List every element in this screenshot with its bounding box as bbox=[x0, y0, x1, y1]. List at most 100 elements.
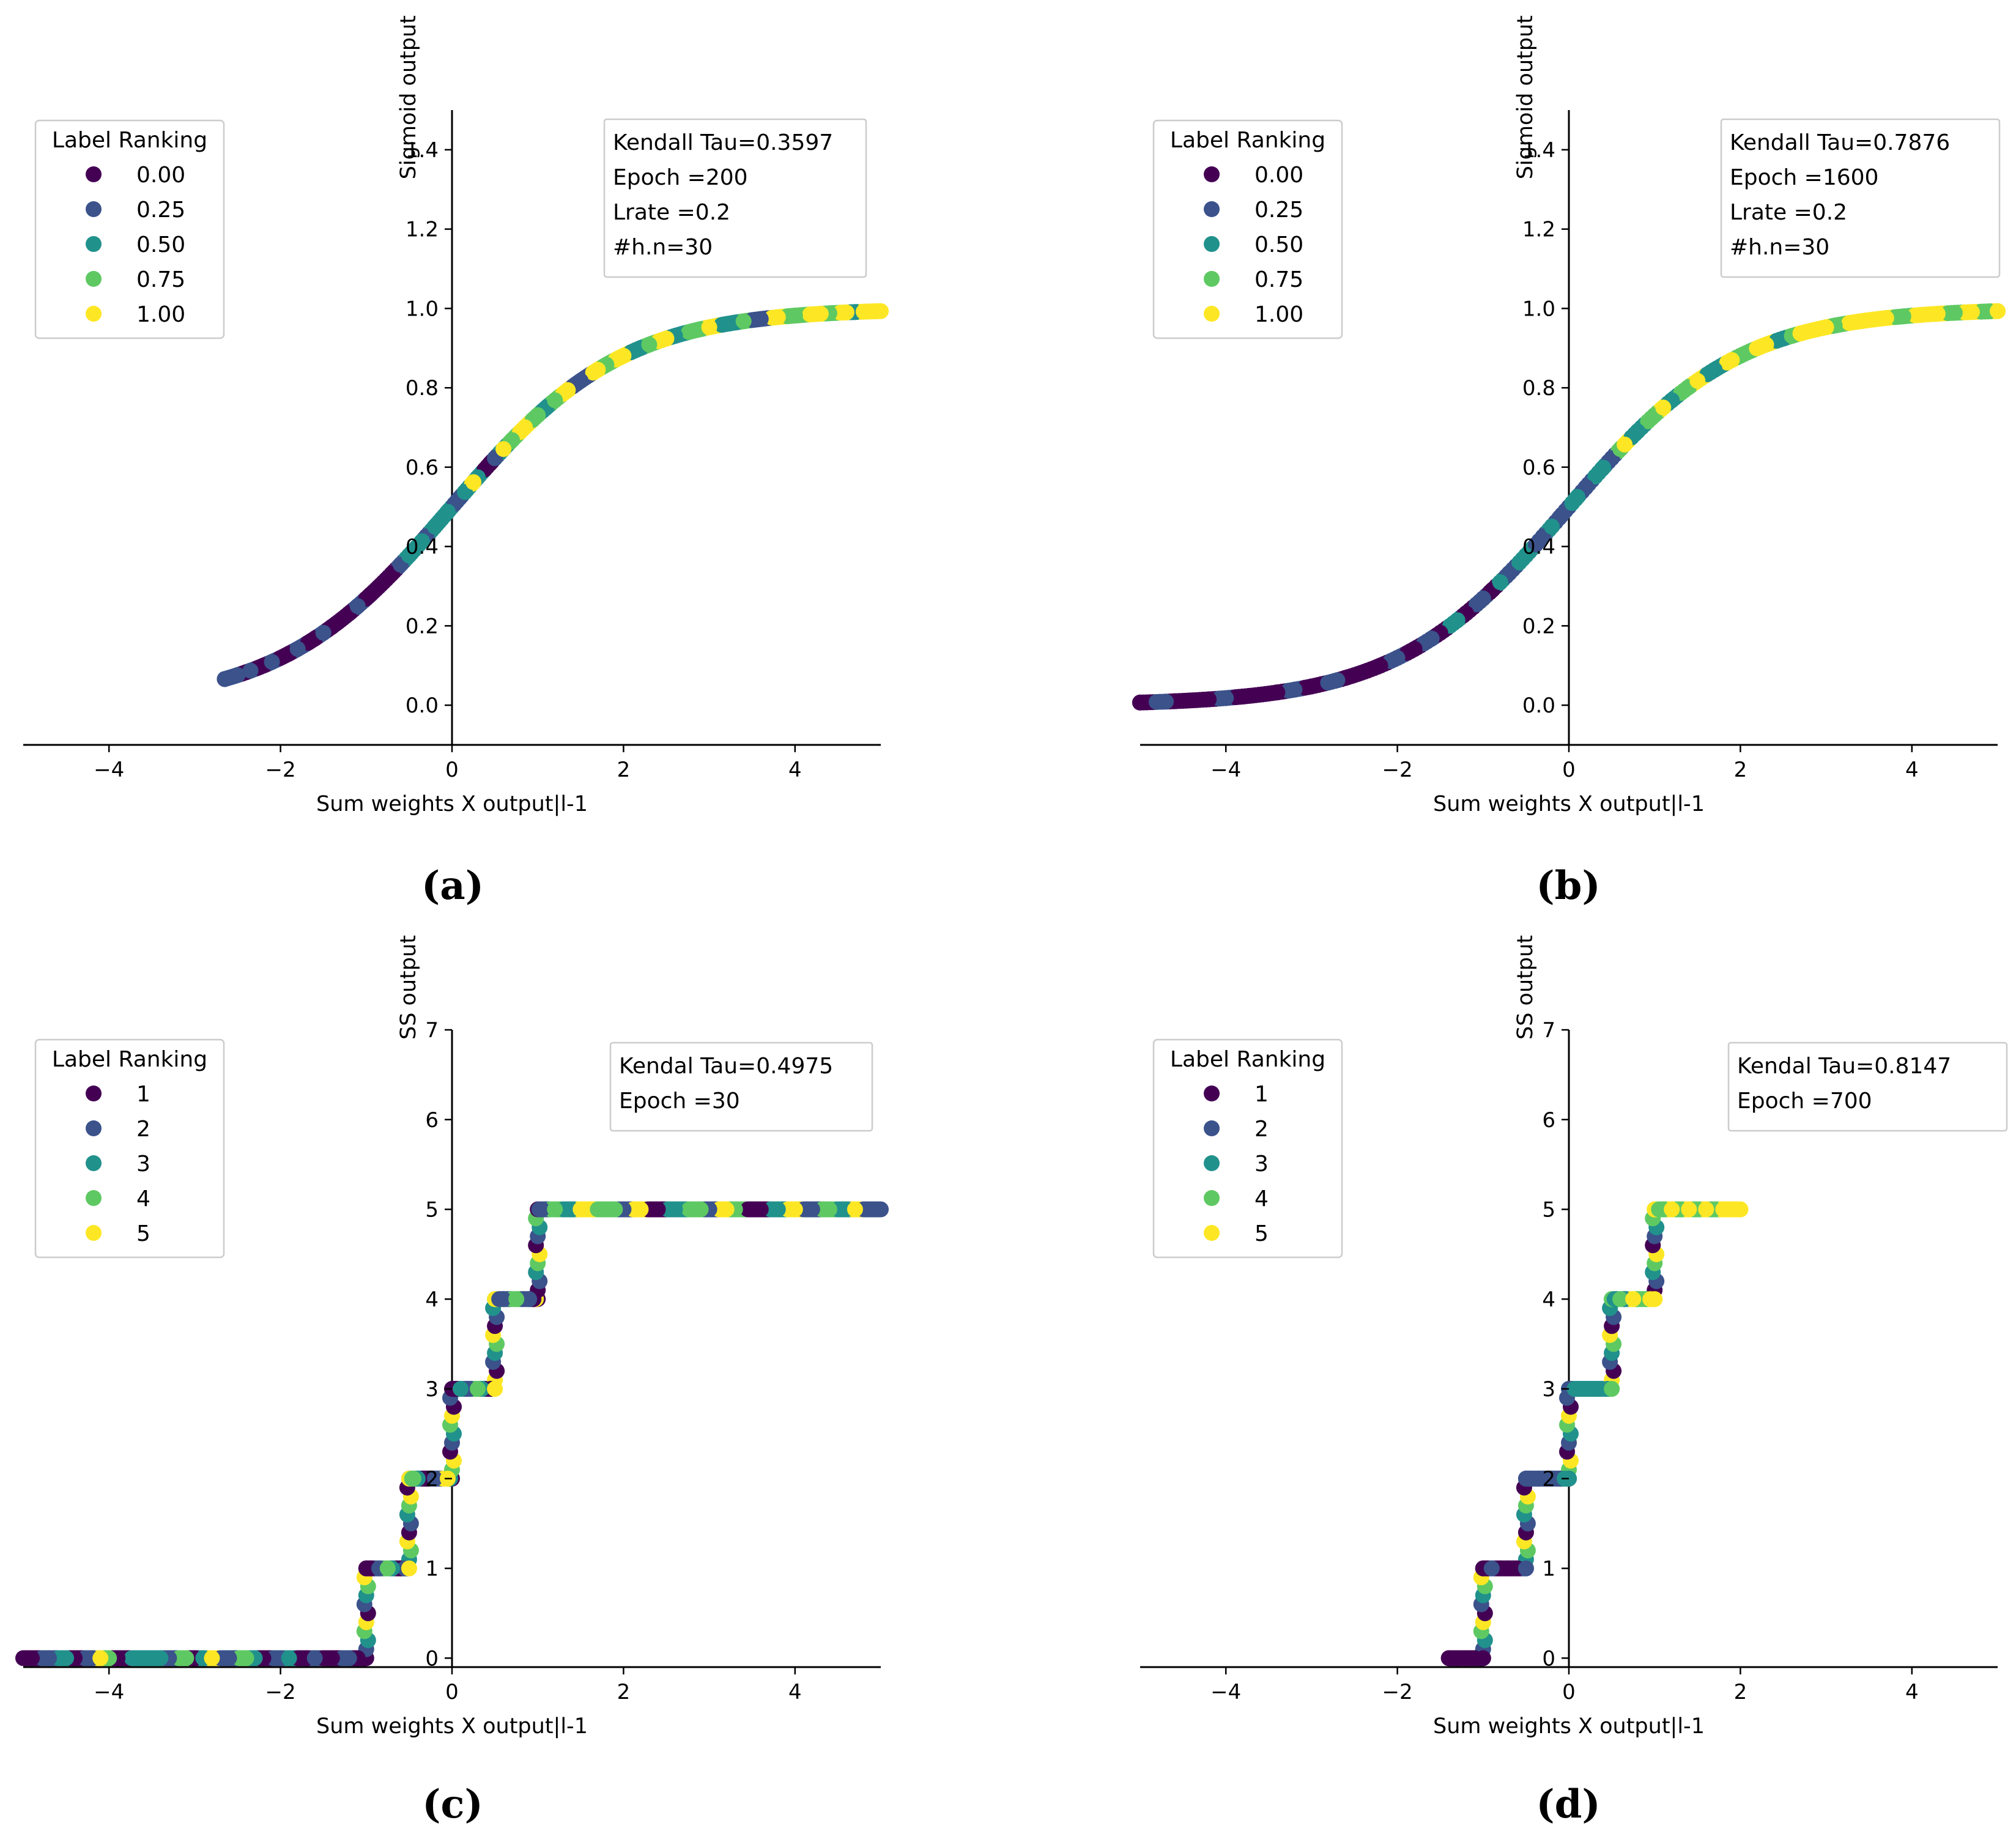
annotation-box bbox=[1727, 1041, 2008, 1132]
y-tick-label: 1.4 bbox=[1522, 138, 1555, 163]
data-point bbox=[1303, 678, 1320, 695]
data-point bbox=[560, 382, 576, 398]
data-point bbox=[615, 347, 632, 364]
legend-entry: 0.75 bbox=[136, 267, 185, 292]
data-point bbox=[692, 1201, 709, 1218]
y-tick-label: 2 bbox=[425, 1467, 439, 1492]
data-point bbox=[1269, 684, 1286, 701]
data-point bbox=[667, 1201, 683, 1218]
y-tick-label: 0.2 bbox=[406, 614, 439, 638]
data-point bbox=[1595, 459, 1612, 476]
data-point bbox=[547, 1201, 563, 1218]
legend-entry: 0.50 bbox=[1254, 232, 1303, 257]
data-point bbox=[349, 598, 366, 615]
x-tick-label: 0 bbox=[445, 758, 459, 782]
data-point bbox=[1963, 304, 1980, 320]
panel-caption: (a) bbox=[421, 863, 484, 909]
data-point bbox=[641, 336, 658, 353]
data-point bbox=[1724, 352, 1740, 368]
panel-d: −4 −2 0 2 4 0 1 2 3 4 5 6 7 Sum weights X output|l-1 S… bbox=[1140, 935, 2008, 1827]
data-point bbox=[1329, 672, 1346, 689]
x-tick-label: 2 bbox=[617, 1680, 631, 1704]
panel-caption: (b) bbox=[1536, 863, 1600, 909]
x-tick-label: −4 bbox=[1210, 758, 1241, 782]
data-point bbox=[324, 1650, 340, 1666]
legend-entry: 0.25 bbox=[1254, 198, 1303, 223]
data-point bbox=[495, 441, 512, 457]
legend-marker bbox=[1204, 1086, 1220, 1101]
x-tick-label: 2 bbox=[617, 758, 631, 782]
x-tick-label: 0 bbox=[1562, 1680, 1576, 1704]
data-point bbox=[547, 392, 563, 409]
y-tick-label: 0.2 bbox=[1522, 614, 1555, 638]
y-axis-label: SS output bbox=[396, 935, 421, 1040]
data-point bbox=[1715, 1201, 1732, 1218]
annotation-box bbox=[603, 118, 867, 278]
x-tick-label: −2 bbox=[265, 758, 296, 782]
data-point bbox=[1158, 694, 1174, 710]
annotation: Kendall Tau=0.7876 Epoch =1600 Lrate =0.2 #… bbox=[1720, 118, 2001, 278]
y-tick-label: 0 bbox=[425, 1646, 439, 1671]
annotation: Kendal Tau=0.4975 Epoch =30 bbox=[609, 1041, 873, 1132]
legend-marker bbox=[1204, 1120, 1220, 1136]
data-point bbox=[632, 1201, 649, 1218]
data-point bbox=[868, 303, 884, 319]
data-point bbox=[401, 1560, 417, 1577]
data-point bbox=[1758, 336, 1774, 353]
legend-entry: 3 bbox=[1254, 1152, 1269, 1177]
y-tick-label: 0.6 bbox=[1522, 456, 1555, 480]
x-tick-label: −2 bbox=[1382, 758, 1413, 782]
data-point bbox=[573, 1201, 589, 1218]
legend-marker bbox=[1204, 201, 1220, 217]
data-point bbox=[1389, 649, 1406, 666]
x-tick-label: −2 bbox=[265, 1680, 296, 1704]
data-point bbox=[1604, 1381, 1620, 1397]
y-tick-label: 1 bbox=[425, 1557, 439, 1581]
annotation-line: Kendal Tau=0.4975 bbox=[619, 1054, 833, 1079]
panel-a: −4 −2 0 2 4 0.0 0.2 0.4 0.6 0.8 1.0 1.2 1.4 Sum weigh… bbox=[23, 15, 889, 909]
data-point bbox=[1707, 361, 1723, 378]
data-point bbox=[487, 1381, 503, 1397]
data-point bbox=[1912, 306, 1929, 323]
data-point bbox=[1792, 325, 1809, 342]
x-tick-label: 4 bbox=[788, 758, 802, 782]
legend: Label Ranking 1 2 3 4 5 bbox=[34, 1038, 225, 1259]
data-point bbox=[24, 1650, 40, 1666]
legend-marker bbox=[86, 271, 102, 287]
data-point bbox=[1946, 305, 1963, 321]
legend-entry: 1.00 bbox=[136, 302, 185, 327]
data-point bbox=[1732, 1201, 1749, 1218]
y-tick-label: 1.2 bbox=[1522, 218, 1555, 242]
data-point bbox=[495, 1291, 512, 1308]
data-point bbox=[341, 1650, 357, 1666]
legend-box bbox=[1152, 119, 1343, 339]
x-tick-label: 4 bbox=[1905, 1680, 1919, 1704]
data-point bbox=[1818, 319, 1834, 336]
legend-title: Label Ranking bbox=[1170, 1047, 1325, 1072]
data-point bbox=[1218, 690, 1234, 706]
data-point bbox=[362, 586, 379, 603]
annotation-line: Lrate =0.2 bbox=[613, 200, 730, 225]
data-point bbox=[1852, 313, 1869, 330]
annotation-line: Epoch =30 bbox=[619, 1089, 740, 1114]
legend-marker bbox=[86, 306, 102, 322]
data-point bbox=[401, 547, 417, 564]
x-tick-label: 4 bbox=[788, 1680, 802, 1704]
data-point bbox=[413, 533, 430, 549]
data-point bbox=[1689, 372, 1706, 389]
data-point bbox=[1929, 306, 1946, 322]
data-point bbox=[41, 1650, 57, 1666]
data-point bbox=[92, 1650, 109, 1666]
data-point bbox=[1530, 1470, 1547, 1487]
legend: Label Ranking 0.00 0.25 0.50 0.75 1.00 bbox=[34, 119, 225, 339]
legend-entry: 3 bbox=[136, 1152, 150, 1177]
panel-b: −4 −2 0 2 4 0.0 0.2 0.4 0.6 0.8 1.0 1.2 1.4 Sum weigh… bbox=[1132, 15, 2006, 909]
data-point bbox=[1235, 688, 1251, 705]
annotation-line: Epoch =1600 bbox=[1730, 165, 1878, 190]
annotation-line: #h.n=30 bbox=[613, 235, 713, 260]
y-tick-label: 4 bbox=[1542, 1287, 1555, 1312]
legend-title: Label Ranking bbox=[52, 128, 207, 153]
legend-entry: 1 bbox=[1254, 1082, 1269, 1107]
x-tick-label: −4 bbox=[1210, 1680, 1241, 1704]
y-tick-label: 1.4 bbox=[406, 138, 439, 163]
